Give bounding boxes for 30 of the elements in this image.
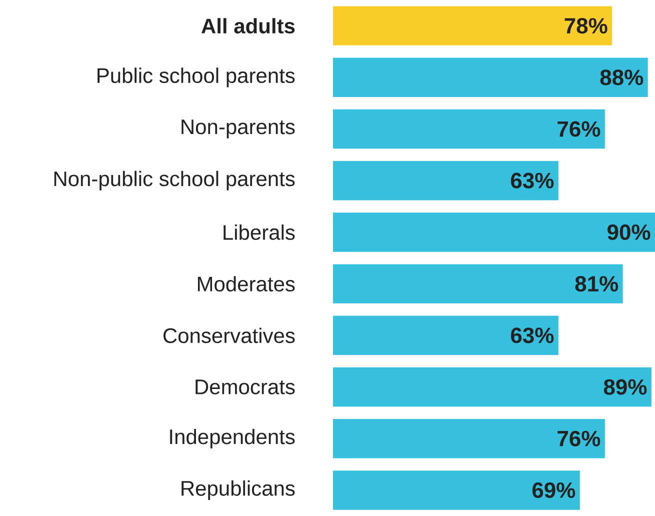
bar (333, 470, 580, 510)
bar (333, 367, 652, 407)
data-label: 63% (510, 328, 554, 344)
bar (333, 212, 655, 252)
bar (333, 161, 558, 200)
data-label: 78% (564, 18, 608, 34)
y-tick-label: Non-public school parents (54, 170, 295, 190)
bar (333, 264, 623, 304)
bar (333, 316, 558, 356)
bar (333, 109, 605, 149)
data-label: 88% (600, 70, 644, 86)
data-label: 63% (510, 172, 554, 188)
y-tick-label: All adults (201, 18, 295, 34)
y-tick-label: Independents (170, 428, 295, 448)
data-label: 90% (608, 224, 650, 240)
data-label: 76% (558, 430, 600, 446)
y-tick-label: Republicans (182, 480, 295, 500)
bar (333, 419, 605, 458)
y-tick-label: Democrats (196, 380, 295, 394)
y-tick-label: Public school parents (98, 68, 295, 88)
data-label: 81% (575, 276, 618, 292)
data-label: 89% (604, 379, 647, 395)
y-tick-label: Liberals (224, 224, 295, 240)
bar (333, 6, 612, 46)
bar (333, 58, 648, 98)
y-tick-label: Conservatives (163, 328, 295, 344)
data-label: 69% (532, 482, 576, 498)
data-label: 76% (558, 121, 600, 137)
y-tick-label: Non-parents (182, 120, 295, 138)
y-tick-label: Moderates (198, 276, 295, 292)
